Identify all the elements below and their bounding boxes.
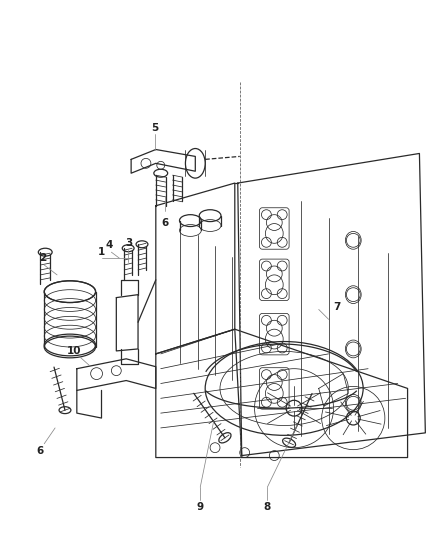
- Text: 8: 8: [264, 502, 271, 512]
- Text: 6: 6: [37, 446, 44, 456]
- Text: 9: 9: [197, 502, 204, 512]
- Text: 4: 4: [106, 240, 113, 251]
- Text: 7: 7: [333, 302, 340, 312]
- Text: 5: 5: [151, 123, 159, 133]
- Text: 6: 6: [161, 217, 168, 228]
- Text: 3: 3: [126, 238, 133, 248]
- Text: 10: 10: [67, 346, 81, 356]
- Text: 2: 2: [39, 253, 46, 263]
- Text: 1: 1: [98, 247, 105, 257]
